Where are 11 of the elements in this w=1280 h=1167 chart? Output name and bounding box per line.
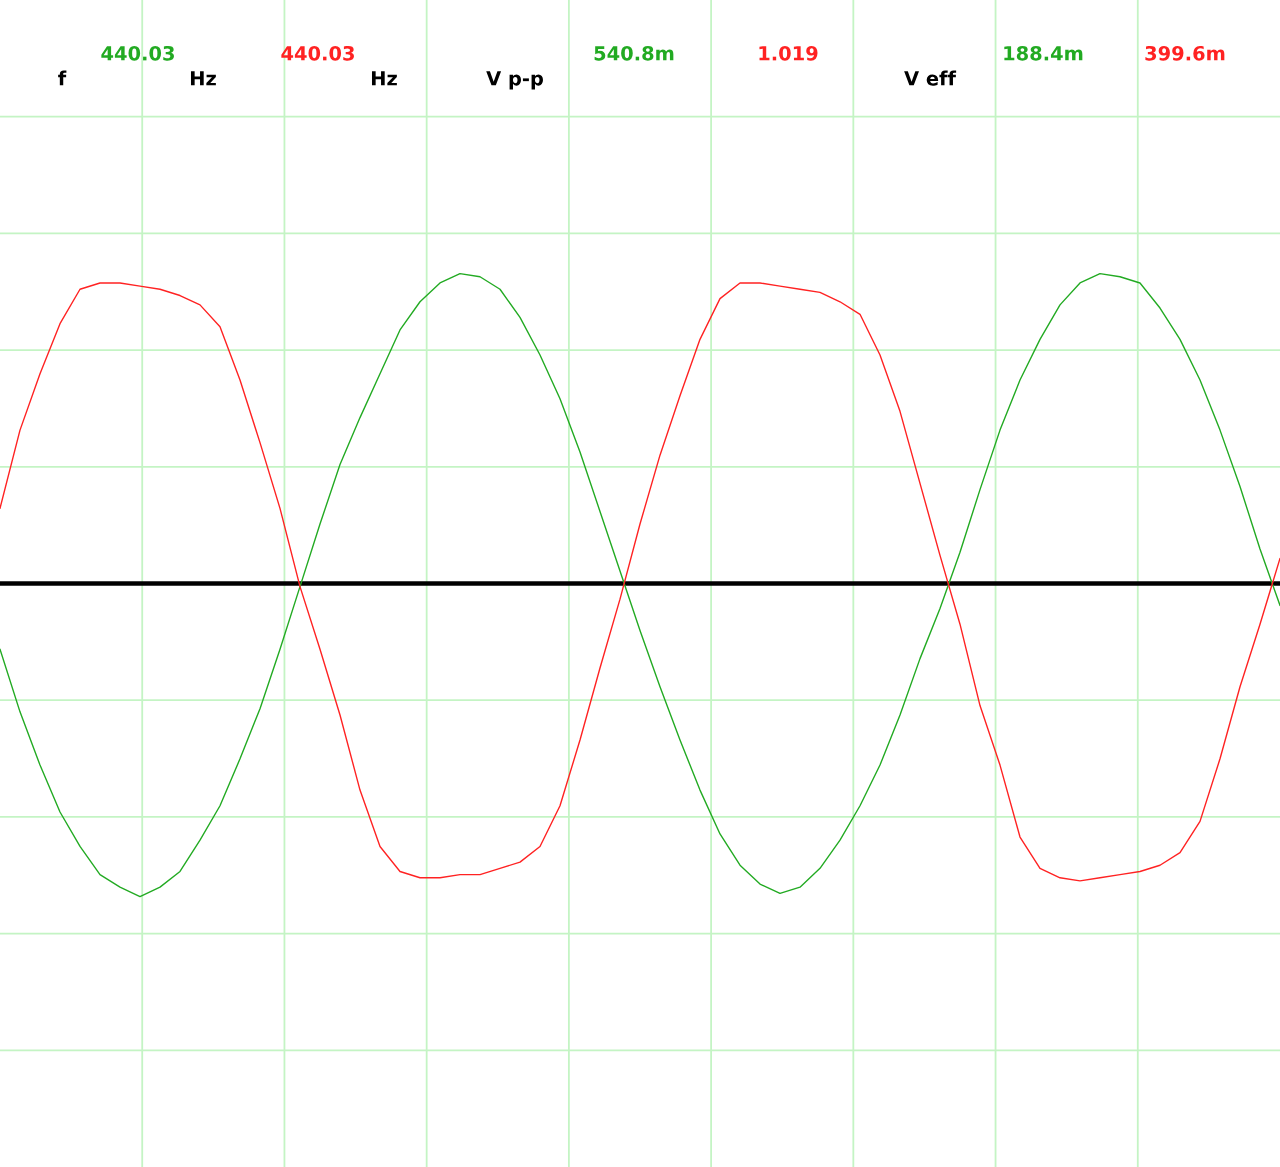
text: Hz	[190, 71, 216, 86]
text: 1.019	[759, 45, 818, 61]
text: 440.03	[281, 45, 354, 61]
text: V p-p	[486, 71, 543, 90]
text: Hz	[371, 71, 397, 86]
text: 188.4m	[1004, 45, 1083, 61]
text: V eff	[904, 70, 957, 86]
text: 440.03	[101, 45, 174, 61]
text: 399.6m	[1145, 45, 1225, 61]
text: f	[58, 70, 67, 86]
text: 540.8m	[594, 45, 674, 61]
